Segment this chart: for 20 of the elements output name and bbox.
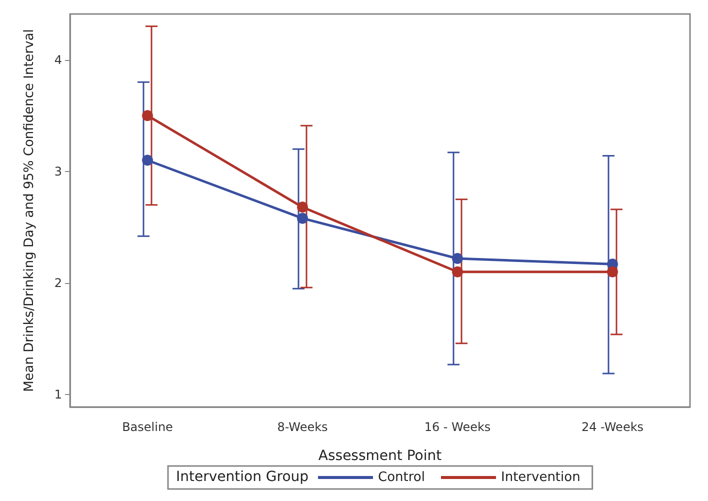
point: [452, 253, 463, 264]
legend-label: Intervention: [500, 470, 580, 485]
x-tick-label: 8-Weeks: [277, 420, 328, 434]
y-tick-label: 3: [54, 164, 62, 178]
point: [142, 110, 153, 122]
point: [142, 154, 153, 166]
legend-title: Intervention Group: [176, 469, 309, 485]
legend-label: Control: [378, 470, 425, 485]
y-tick-label: 1: [54, 388, 62, 402]
point: [297, 202, 308, 213]
y-tick-label: 4: [54, 52, 62, 67]
y-axis-title: Mean Drinks/Drinking Day and 95% Confidence Interval: [22, 29, 37, 392]
point: [607, 266, 618, 278]
x-tick-label: 24 -Weeks: [581, 420, 644, 434]
x-axis-title: Assessment Point: [318, 448, 442, 464]
point: [297, 212, 308, 224]
point: [452, 266, 463, 278]
x-tick-label: 16 - Weeks: [424, 420, 491, 434]
y-tick-label: 2: [54, 276, 62, 290]
x-tick-label: Baseline: [122, 420, 173, 434]
